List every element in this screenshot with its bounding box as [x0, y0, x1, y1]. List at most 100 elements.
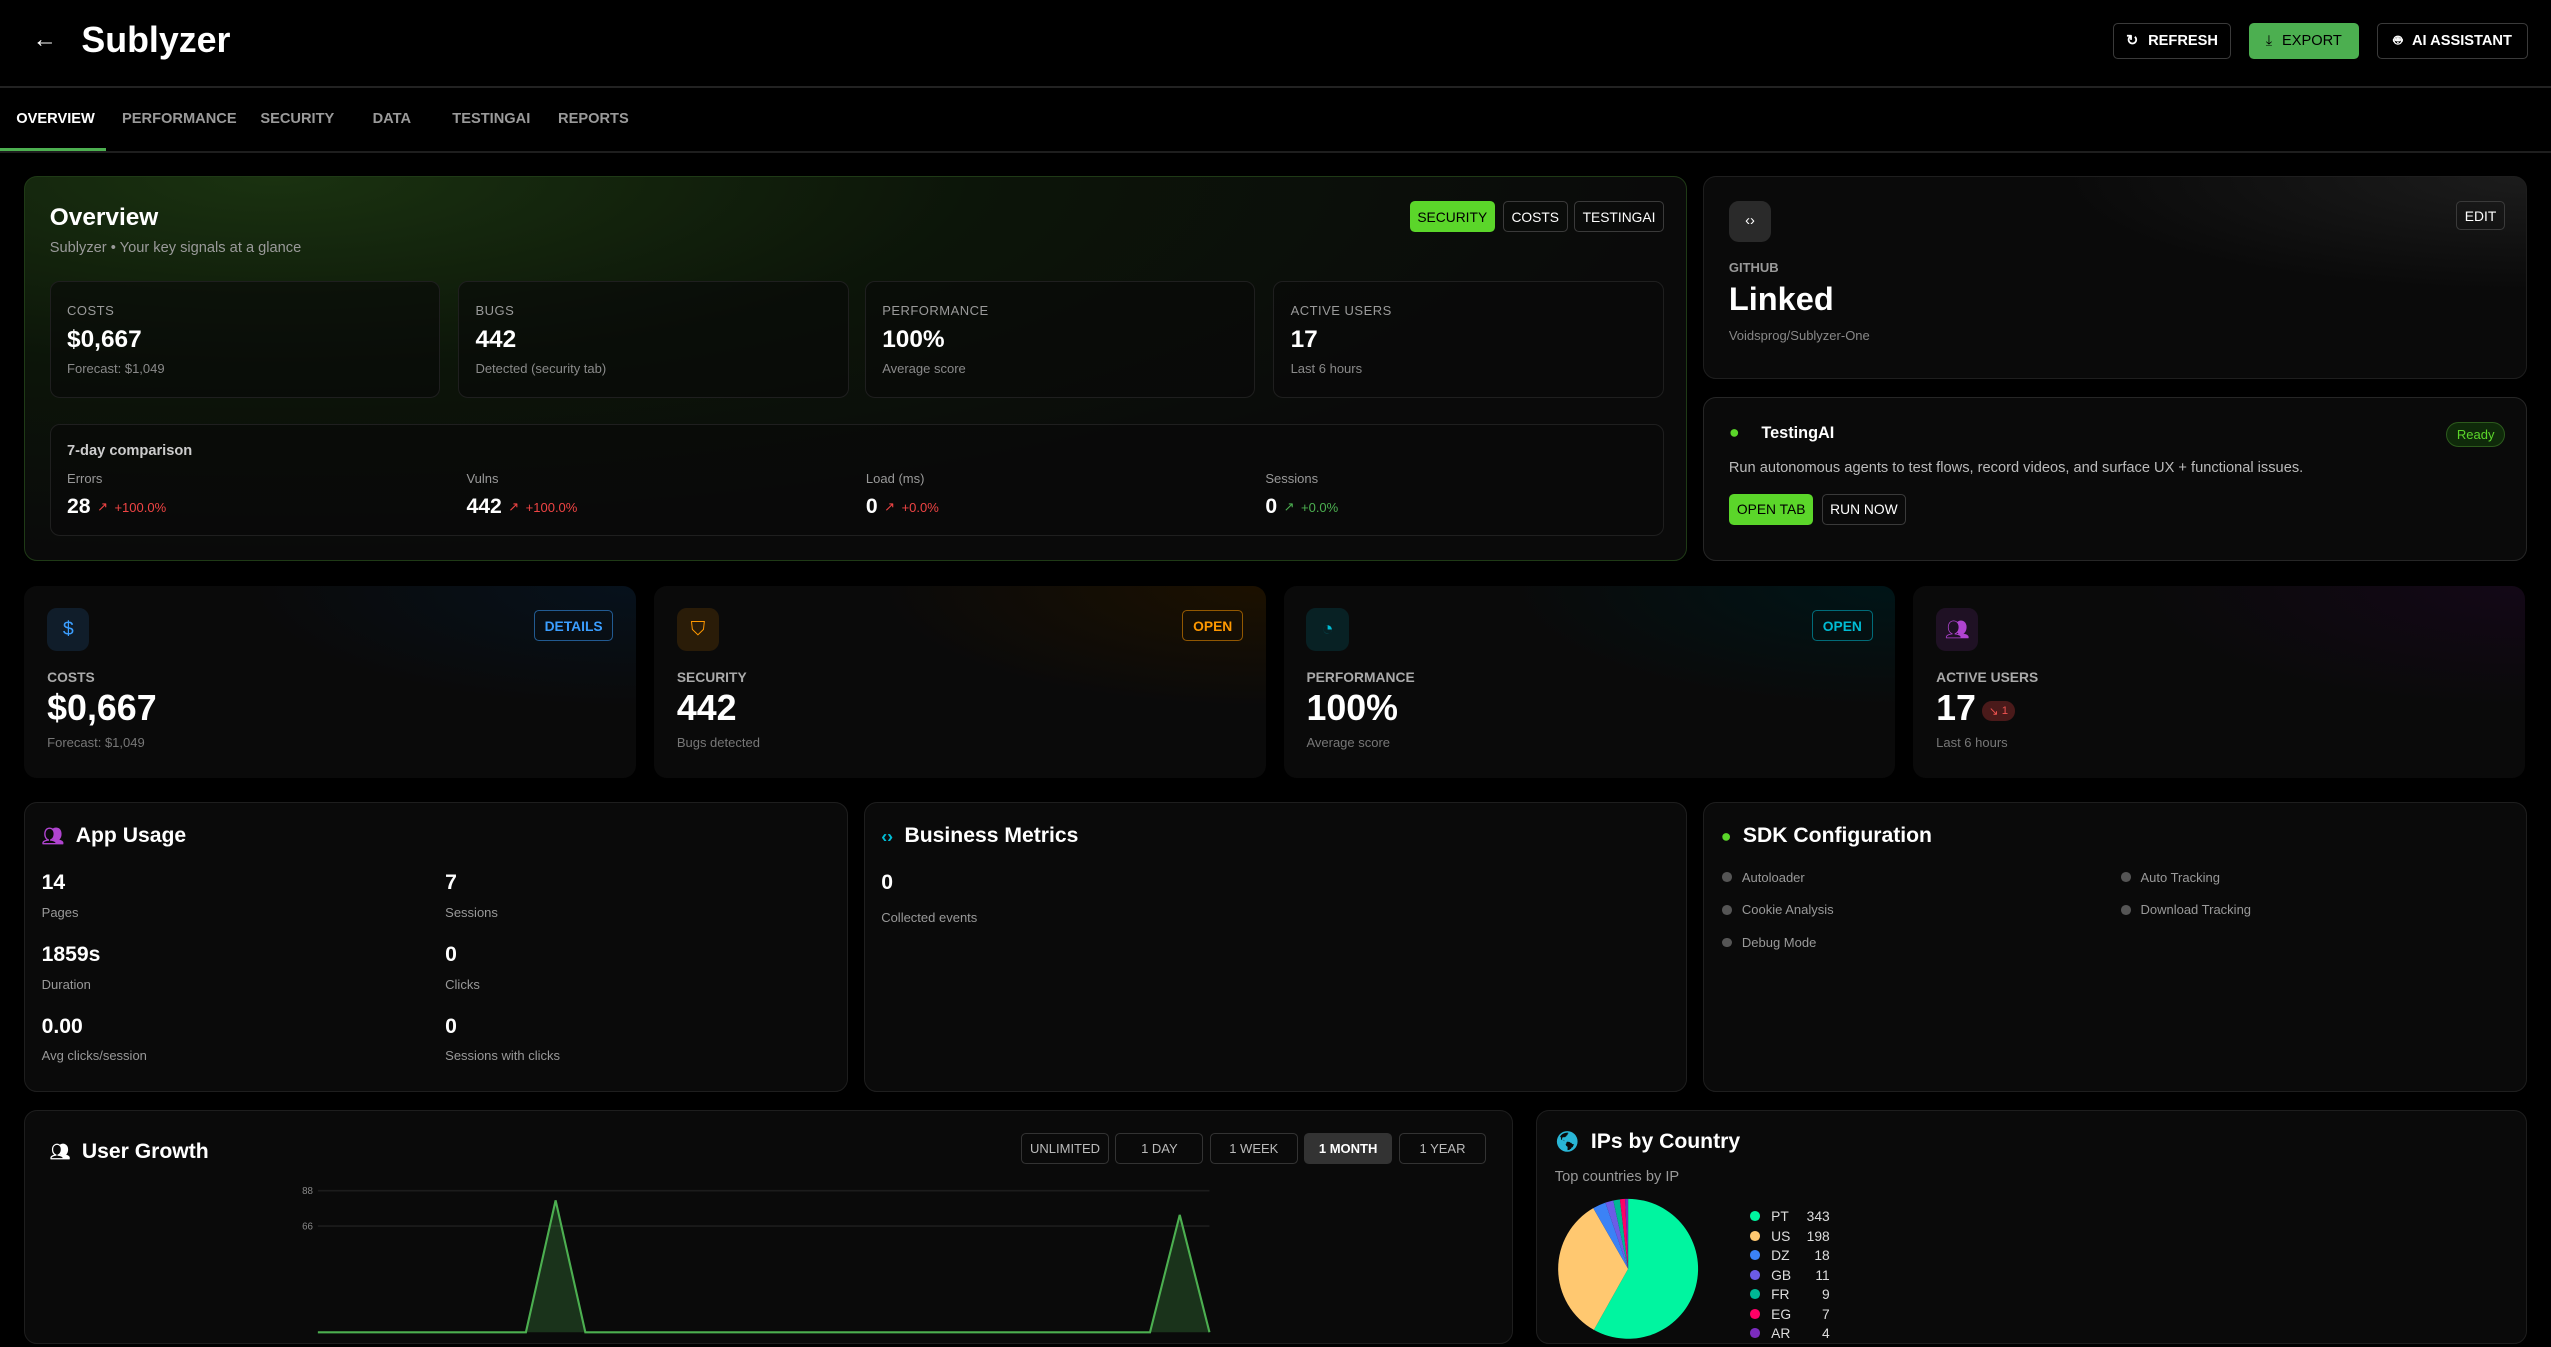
sdk-configuration-card: ● SDK Configuration Autoloader Auto Tracki… — [1703, 802, 2527, 1092]
comparison-value: 28 — [67, 495, 91, 519]
tab-performance[interactable]: PERFORMANCE — [122, 110, 237, 127]
kpi-card-costs: $ DETAILS COSTS $0,667 Forecast: $1,049 — [24, 585, 637, 778]
y-tick-label: 88 — [303, 1186, 314, 1197]
export-button[interactable]: ⤓ EXPORT — [2248, 22, 2360, 59]
usage-label: Duration — [41, 976, 91, 992]
github-status: Linked — [1728, 280, 1834, 317]
stat-value: $0,667 — [67, 326, 142, 354]
legend-item: GB 11 — [1750, 1267, 1830, 1283]
user-growth-title: User Growth — [81, 1139, 209, 1163]
globe-icon: 🌎︎ — [1554, 1131, 1580, 1154]
tab-overview[interactable]: OVERVIEW — [16, 110, 95, 127]
overview-subtitle: Sublyzer • Your key signals at a glance — [49, 240, 302, 257]
usage-label: Sessions — [445, 905, 498, 921]
legend-count: 4 — [1822, 1325, 1830, 1342]
tab-security[interactable]: SECURITY — [260, 110, 335, 127]
business-title: Business Metrics — [904, 824, 1079, 848]
kpi-label: SECURITY — [676, 668, 747, 685]
overview-card: Overview Sublyzer • Your key signals at … — [24, 175, 1688, 562]
edit-button[interactable]: EDIT — [2456, 201, 2505, 231]
refresh-button[interactable]: ↻ REFRESH — [2113, 22, 2231, 59]
usage-value: 14 — [41, 871, 66, 895]
usage-metric: 7 Sessions — [445, 871, 498, 920]
robot-icon: ● — [1720, 825, 1732, 846]
usage-metric: 0 Sessions with clicks — [445, 1015, 560, 1064]
comparison-item: Vulns 442 ↗ +100.0% — [466, 471, 577, 520]
usage-metric: 1859s Duration — [42, 943, 101, 992]
testingai-button[interactable]: TESTINGAI — [1574, 201, 1664, 232]
active-tab-indicator — [0, 148, 106, 152]
range-unlimited[interactable]: UNLIMITED — [1021, 1133, 1109, 1165]
github-repo[interactable]: Voidsprog/Sublyzer-One — [1728, 328, 1870, 343]
pie-slice-ar — [1625, 1198, 1628, 1269]
page-title: Sublyzer — [81, 19, 231, 60]
legend-count: 343 — [1806, 1208, 1830, 1225]
comparison-label: Vulns — [466, 470, 499, 486]
robot-icon: ● — [1728, 422, 1740, 443]
kpi-value: 442 — [677, 688, 737, 729]
sdk-option: Download Tracking — [2120, 902, 2252, 918]
costs-details-button[interactable]: DETAILS — [533, 610, 614, 642]
usage-metric: 0 Clicks — [445, 943, 480, 992]
trend-icon: ↗ — [508, 499, 520, 515]
costs-button[interactable]: COSTS — [1502, 201, 1568, 232]
tab-data[interactable]: DATA — [372, 110, 412, 127]
legend-item: PT 343 — [1750, 1208, 1830, 1224]
comparison-value: 0 — [1265, 495, 1278, 519]
trend-icon: ↗ — [97, 499, 108, 515]
badge-value: 1 — [2001, 704, 2009, 717]
sdk-option: Cookie Analysis — [1722, 902, 1834, 917]
tab-reports[interactable]: REPORTS — [558, 110, 629, 127]
pie-slice-fr — [1613, 1198, 1628, 1269]
pie-slice-gb — [1605, 1200, 1628, 1269]
kpi-value: 17 ↘ 1 — [1936, 688, 2015, 729]
kpi-sub: Average score — [1306, 735, 1391, 751]
legend-swatch — [1750, 1230, 1760, 1241]
legend-swatch — [1750, 1250, 1760, 1261]
open-tab-button[interactable]: OPEN TAB — [1728, 493, 1814, 525]
sdk-option-label: Download Tracking — [2140, 902, 2252, 918]
kpi-card-active-users: 👥︎ ACTIVE USERS 17 ↘ 1 Last 6 hours — [1913, 585, 2526, 778]
performance-open-button[interactable]: OPEN — [1812, 610, 1873, 642]
kpi-label: COSTS — [47, 668, 95, 685]
app-usage-header: 👥︎ App Usage — [42, 824, 187, 848]
trend-icon: ↗ — [1283, 499, 1295, 515]
security-button[interactable]: SECURITY — [1409, 201, 1495, 232]
legend-count: 7 — [1822, 1305, 1830, 1322]
download-icon: ⤓ — [2265, 32, 2273, 49]
back-button[interactable]: ← — [32, 26, 57, 54]
user-growth-card: 👥︎ User Growth UNLIMITED 1 DAY 1 WEEK 1 MONT… — [24, 1109, 1514, 1344]
stat-label: ACTIVE USERS — [1290, 302, 1392, 318]
legend-item: AR 4 — [1750, 1325, 1830, 1341]
run-now-button[interactable]: RUN NOW — [1821, 493, 1907, 525]
usage-value: 7 — [445, 871, 457, 895]
github-card: ‹› EDIT GITHUB Linked Voidsprog/Sublyzer… — [1703, 175, 2527, 380]
ai-assistant-button[interactable]: 🤖︎ AI ASSISTANT — [2377, 22, 2529, 59]
legend-country: US — [1771, 1227, 1791, 1244]
kpi-card-performance: ◔ OPEN PERFORMANCE 100% Average score — [1283, 585, 1896, 778]
comparison-value: 442 — [466, 495, 502, 519]
range-1-year[interactable]: 1 YEAR — [1398, 1133, 1487, 1165]
sdk-option: Debug Mode — [1722, 935, 1816, 950]
legend-country: EG — [1771, 1305, 1792, 1322]
legend-swatch — [1750, 1308, 1760, 1319]
comparison-delta: +0.0% — [901, 499, 939, 515]
kpi-sub: Forecast: $1,049 — [47, 735, 145, 751]
app-usage-title: App Usage — [75, 824, 187, 848]
business-metrics-card: ‹› Business Metrics 0 Collected events — [863, 802, 1688, 1092]
range-1-week[interactable]: 1 WEEK — [1209, 1133, 1298, 1165]
tab-testingai[interactable]: TESTINGAI — [452, 110, 531, 127]
app-usage-card: 👥︎ App Usage 14 Pages 7 Sessions 1859s Duratio… — [24, 802, 848, 1092]
stat-sub: Last 6 hours — [1290, 360, 1363, 376]
divider — [0, 86, 2551, 88]
security-open-button[interactable]: OPEN — [1182, 610, 1244, 642]
stat-performance: PERFORMANCE 100% Average score — [864, 280, 1256, 398]
kpi-value: $0,667 — [47, 688, 156, 729]
status-dot — [2120, 872, 2131, 883]
y-tick-label: 66 — [303, 1221, 314, 1232]
usage-label: Pages — [41, 905, 79, 921]
range-1-month[interactable]: 1 MONTH — [1304, 1133, 1393, 1165]
comparison-item: Sessions 0 ↗ +0.0% — [1265, 471, 1338, 520]
kpi-value-text: $0,667 — [47, 688, 157, 729]
range-1-day[interactable]: 1 DAY — [1115, 1133, 1204, 1165]
